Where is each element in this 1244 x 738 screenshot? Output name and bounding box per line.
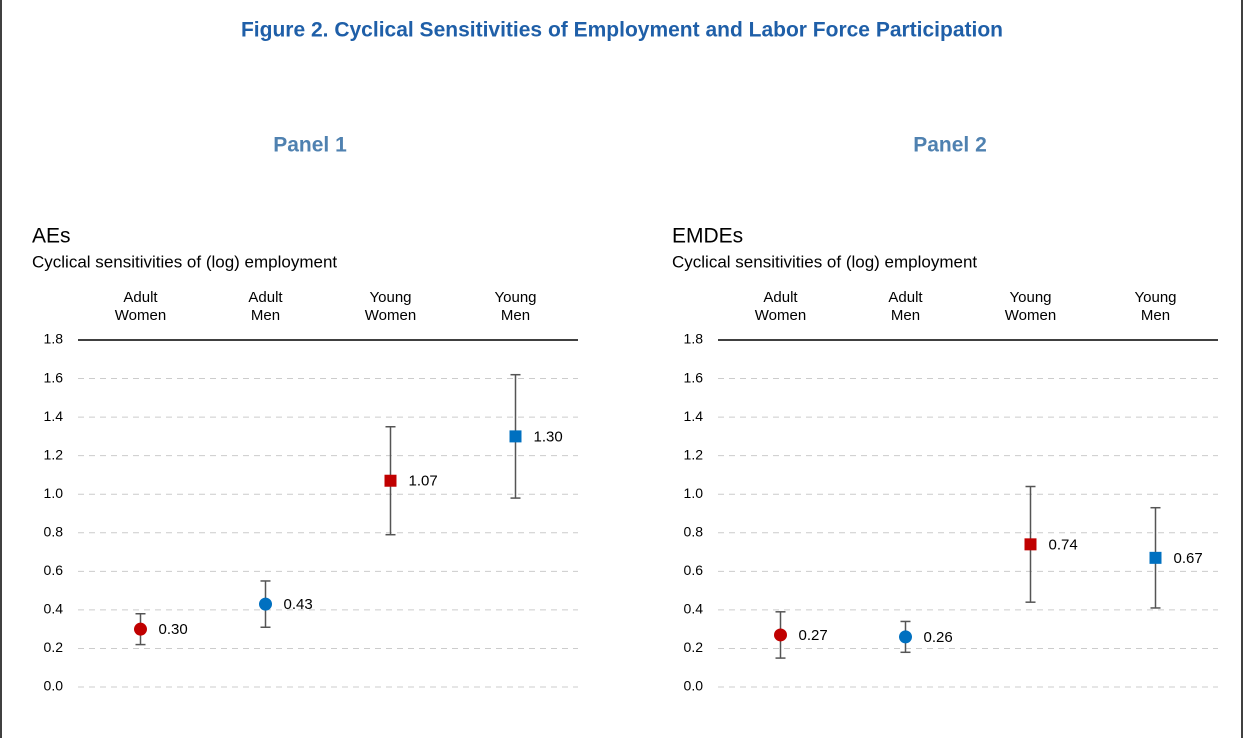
x-tick-label: Men (891, 307, 920, 324)
x-tick-label: Adult (763, 289, 798, 306)
y-tick-label: 0.8 (44, 523, 64, 539)
x-tick-label: Men (1141, 307, 1170, 324)
x-tick-label: Women (1005, 307, 1056, 324)
x-tick-label: Adult (248, 289, 283, 306)
x-tick-label: Women (755, 307, 806, 324)
marker (899, 630, 912, 644)
marker (774, 628, 787, 642)
x-tick-label: Young (495, 289, 537, 306)
x-tick-label: Young (1135, 289, 1177, 306)
data-label: 0.26 (924, 629, 953, 646)
marker (1149, 551, 1162, 564)
marker (1024, 538, 1037, 551)
y-tick-label: 0.4 (684, 601, 704, 617)
x-tick-label: Young (1010, 289, 1052, 306)
data-label: 0.67 (1174, 550, 1203, 567)
y-tick-label: 0.8 (684, 523, 704, 539)
y-tick-label: 1.4 (684, 408, 704, 424)
marker (134, 622, 147, 636)
x-tick-label: Men (501, 307, 530, 324)
y-tick-label: 0.6 (684, 562, 704, 578)
y-tick-label: 1.8 (44, 331, 64, 347)
x-tick-label: Adult (888, 289, 923, 306)
y-tick-label: 1.4 (44, 408, 64, 424)
y-tick-label: 0.4 (44, 601, 64, 617)
x-tick-label: Women (365, 307, 416, 324)
figure-title: Figure 2. Cyclical Sensitivities of Empl… (241, 19, 1003, 42)
marker (384, 474, 397, 487)
y-tick-label: 1.6 (44, 369, 64, 385)
y-tick-label: 0.0 (44, 678, 64, 694)
data-label: 0.27 (799, 627, 828, 644)
data-label: 0.30 (159, 621, 188, 638)
chart-title: AEs (32, 225, 71, 248)
chart-title: EMDEs (672, 225, 743, 248)
y-tick-label: 0.6 (44, 562, 64, 578)
marker (509, 430, 522, 443)
chart-subtitle: Cyclical sensitivities of (log) employme… (672, 252, 977, 271)
x-tick-label: Adult (123, 289, 158, 306)
chart-subtitle: Cyclical sensitivities of (log) employme… (32, 252, 337, 271)
data-label: 0.74 (1049, 536, 1078, 553)
data-label: 0.43 (284, 596, 313, 613)
x-tick-label: Men (251, 307, 280, 324)
data-label: 1.07 (409, 473, 438, 490)
marker (259, 597, 272, 611)
x-tick-label: Young (370, 289, 412, 306)
y-tick-label: 0.2 (44, 639, 64, 655)
y-tick-label: 1.2 (684, 446, 704, 462)
y-tick-label: 1.0 (684, 485, 704, 501)
y-tick-label: 1.8 (684, 331, 704, 347)
x-tick-label: Women (115, 307, 166, 324)
y-tick-label: 1.6 (684, 369, 704, 385)
panel-title: Panel 2 (913, 134, 987, 157)
y-tick-label: 1.2 (44, 446, 64, 462)
y-tick-label: 0.0 (684, 678, 704, 694)
y-tick-label: 0.2 (684, 639, 704, 655)
panel-title: Panel 1 (273, 134, 347, 157)
data-label: 1.30 (534, 428, 563, 445)
y-tick-label: 1.0 (44, 485, 64, 501)
